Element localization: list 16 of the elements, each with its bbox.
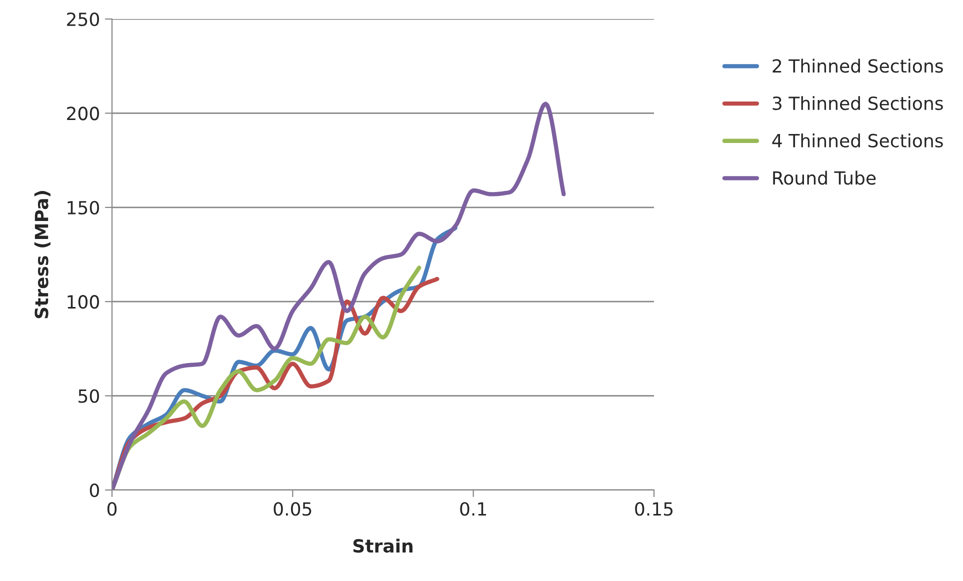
x-tick-label: 0 <box>107 502 117 516</box>
y-tick-label: 0 <box>90 483 99 498</box>
legend-label: 3 Thinned Sections <box>772 96 943 110</box>
y-tick-label: 200 <box>67 106 99 120</box>
x-tick-label: 0.05 <box>274 502 312 516</box>
y-tick-label: 250 <box>67 12 99 26</box>
x-tick-label: 0.1 <box>460 502 486 516</box>
y-tick-label: 100 <box>68 295 99 309</box>
legend-label: 4 Thinned Sections <box>772 133 943 148</box>
y-tick-label: 150 <box>68 200 99 215</box>
x-tick-label: 0.15 <box>635 502 673 516</box>
y-axis-title: Stress (MPa) <box>34 191 50 318</box>
y-tick-label: 50 <box>78 389 99 403</box>
legend-label: Round Tube <box>773 170 876 185</box>
x-axis-title: Strain <box>353 538 412 553</box>
legend-label: 2 Thinned Sections <box>772 58 943 73</box>
